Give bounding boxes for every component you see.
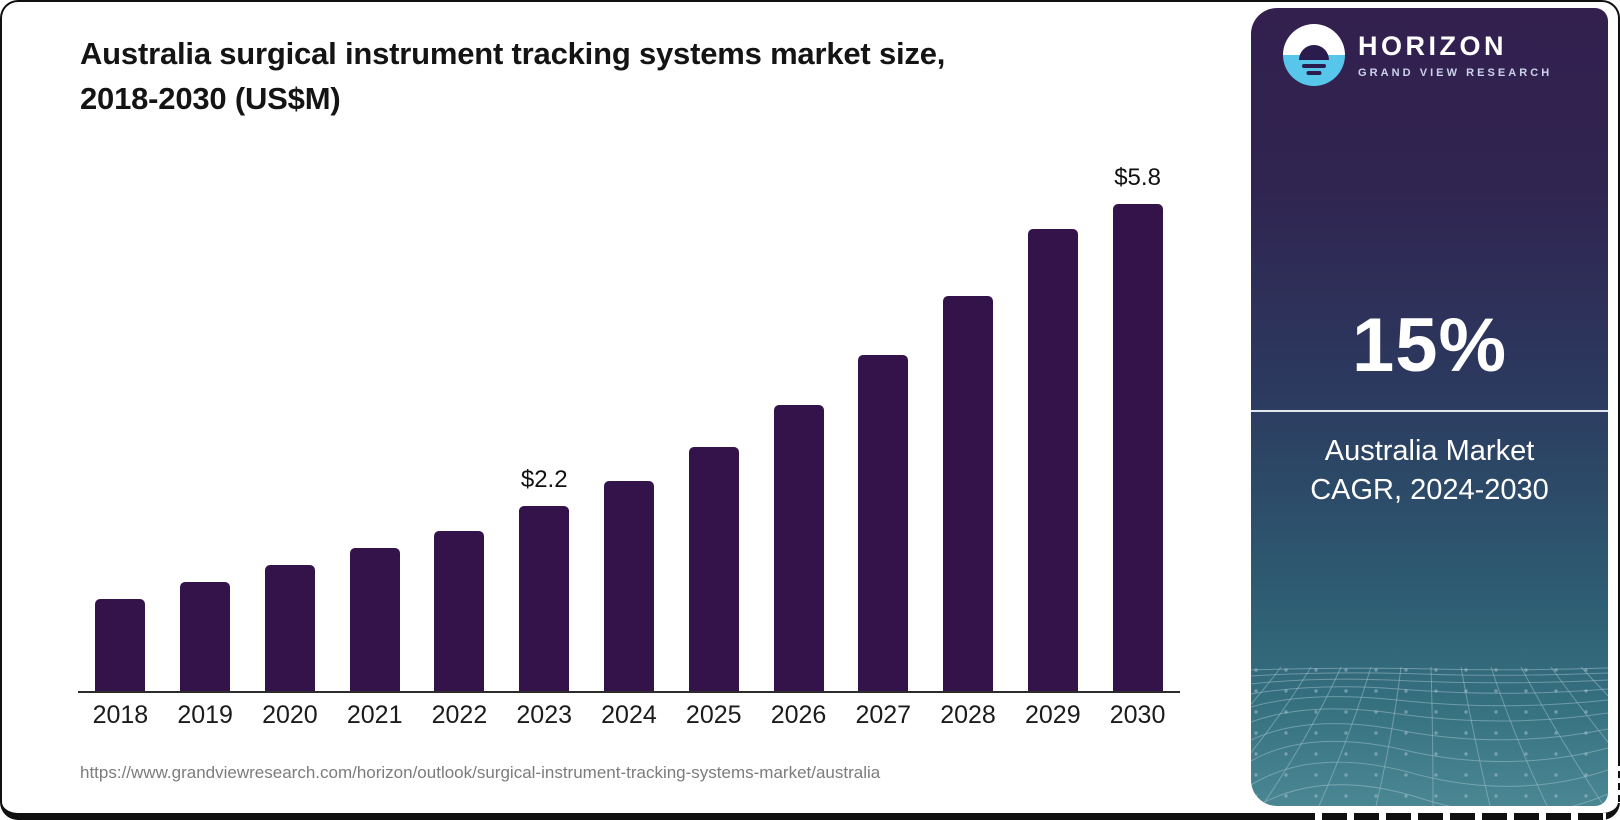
- x-tick-2030: 2030: [1109, 701, 1166, 729]
- bar-cell-2027: [841, 173, 926, 691]
- bottom-dashed-border: [1290, 813, 1606, 820]
- cagr-stat-block: 15% Australia Market CAGR, 2024-2030: [1251, 308, 1608, 510]
- x-tick-2018: 2018: [92, 701, 149, 729]
- bar-2021: [349, 548, 400, 691]
- bar-2027: [858, 355, 909, 691]
- sun-dome-shape: [1299, 45, 1329, 60]
- bar-chart: $2.2 $5.8 2018 2019 2020 2021 2022 2023 2024 202…: [78, 164, 1180, 729]
- bars-container: $2.2 $5.8: [78, 164, 1180, 693]
- bar-cell-2025: [671, 173, 756, 691]
- bar-cell-2029: [1010, 173, 1095, 691]
- bar-2028: [943, 296, 994, 691]
- bar-cell-2020: [248, 173, 333, 691]
- wireframe-mesh: [1251, 664, 1608, 806]
- x-tick-2029: 2029: [1024, 701, 1081, 729]
- bar-cell-2021: [332, 173, 417, 691]
- bar-cell-2026: [756, 173, 841, 691]
- bar-2020: [264, 565, 315, 691]
- x-tick-2020: 2020: [262, 701, 318, 729]
- bar-2019: [180, 581, 231, 691]
- cagr-caption-line2: CAGR, 2024-2030: [1310, 474, 1549, 507]
- cagr-caption-line1: Australia Market: [1324, 435, 1535, 467]
- horizon-logo: HORIZON GRAND VIEW RESEARCH: [1283, 24, 1552, 86]
- bar-2023: [519, 506, 570, 691]
- x-tick-2025: 2025: [685, 701, 742, 729]
- bar-2025: [688, 447, 739, 691]
- bar-2022: [434, 531, 485, 691]
- bar-cell-2023: $2.2: [502, 173, 587, 691]
- bar-cell-2019: [163, 173, 248, 691]
- bar-cell-2028: [926, 173, 1011, 691]
- sidebar: HORIZON GRAND VIEW RESEARCH 15% Australi…: [1251, 8, 1608, 806]
- x-tick-2023: 2023: [516, 701, 573, 729]
- x-tick-2024: 2024: [601, 701, 657, 729]
- horizon-sun-icon: [1283, 24, 1345, 86]
- bar-cell-2024: [587, 173, 672, 691]
- stat-divider: [1251, 410, 1608, 412]
- brand-subtitle: GRAND VIEW RESEARCH: [1358, 67, 1553, 79]
- x-tick-2028: 2028: [940, 701, 996, 729]
- chart-title-line2: 2018-2030 (US$M): [80, 80, 341, 116]
- right-dashed-border: [1618, 759, 1620, 803]
- chart-title-line1: Australia surgical instrument tracking s…: [80, 36, 946, 71]
- bar-cell-2030: $5.8: [1095, 164, 1180, 691]
- bar-value-label-2023: $2.2: [520, 466, 568, 494]
- bar-2018: [95, 598, 146, 691]
- cagr-caption: Australia Market CAGR, 2024-2030: [1251, 432, 1608, 510]
- sun-reflection-line2: [1306, 71, 1322, 75]
- x-tick-2026: 2026: [770, 701, 827, 729]
- bar-2026: [773, 405, 824, 691]
- brand-name: HORIZON: [1358, 31, 1507, 61]
- bar-2030: [1112, 203, 1163, 691]
- chart-title: Australia surgical instrument tracking s…: [80, 32, 945, 122]
- x-tick-2022: 2022: [431, 701, 488, 729]
- x-tick-2021: 2021: [346, 701, 403, 729]
- x-tick-2019: 2019: [177, 701, 233, 729]
- bar-cell-2022: [417, 173, 502, 691]
- bar-cell-2018: [78, 173, 163, 691]
- logo-wordmark: HORIZON GRAND VIEW RESEARCH: [1358, 31, 1552, 79]
- bar-2029: [1027, 229, 1078, 691]
- source-url: https://www.grandviewresearch.com/horizo…: [80, 763, 881, 782]
- cagr-value: 15%: [1351, 303, 1508, 388]
- x-axis-labels: 2018 2019 2020 2021 2022 2023 2024 2025 2026 2027…: [78, 701, 1180, 730]
- bar-value-label-2030: $5.8: [1114, 163, 1161, 191]
- bar-2024: [603, 481, 654, 691]
- x-tick-2027: 2027: [855, 701, 912, 729]
- sun-reflection-line1: [1302, 64, 1326, 68]
